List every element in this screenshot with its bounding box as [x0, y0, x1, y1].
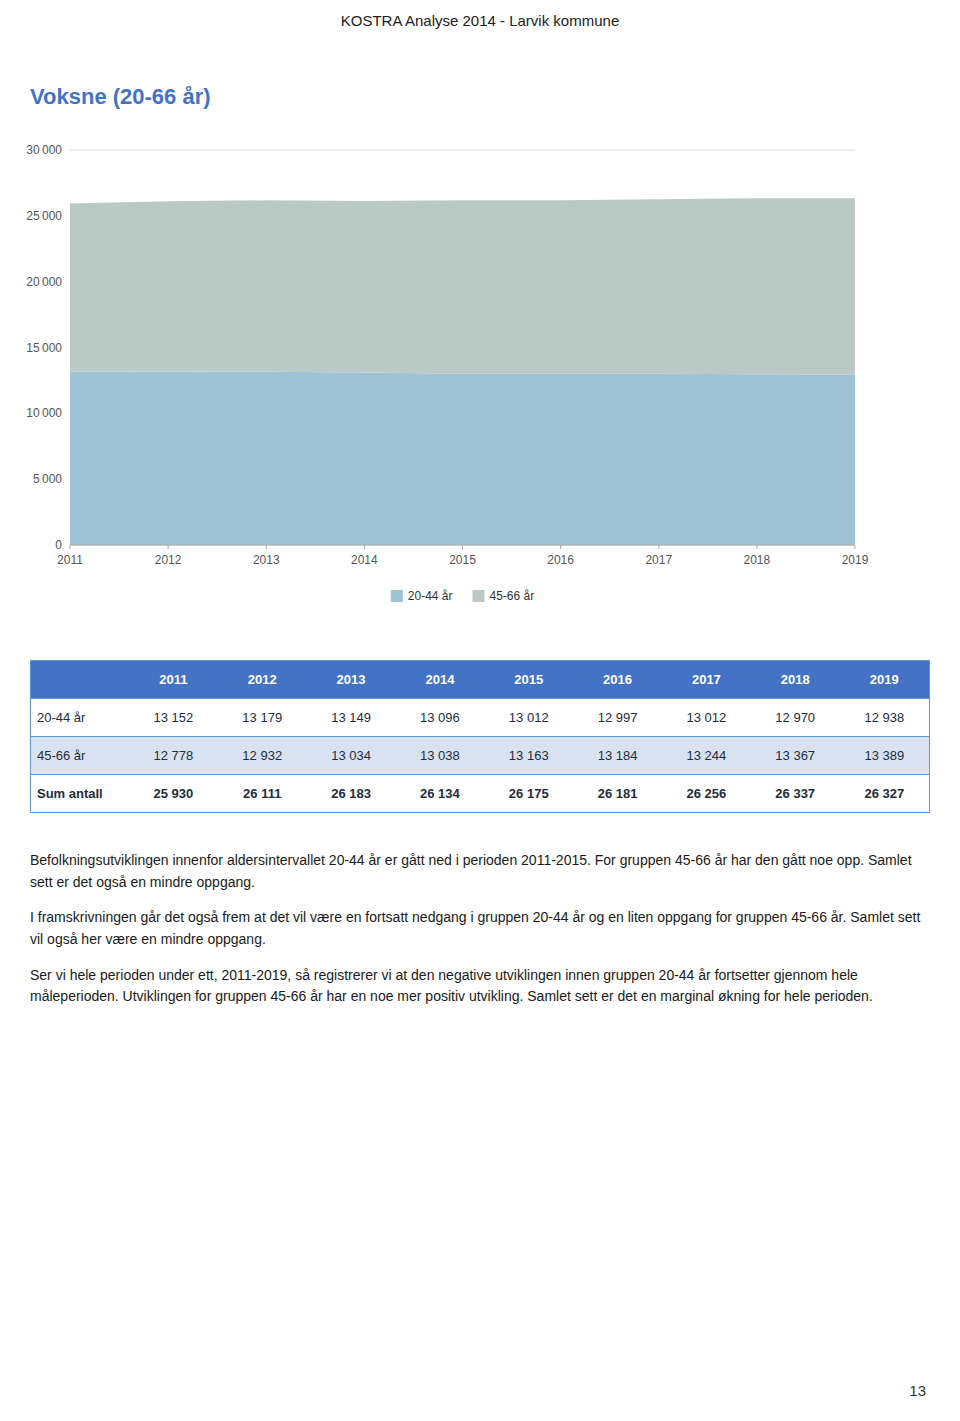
table-header: 2012 — [218, 661, 307, 699]
table-header: 2019 — [840, 661, 930, 699]
y-tick-label: 5 000 — [33, 472, 62, 486]
table-cell: 13 179 — [218, 699, 307, 737]
table-cell: 12 997 — [573, 699, 662, 737]
table-cell: 26 327 — [840, 775, 930, 813]
y-tick-label: 20 000 — [26, 275, 62, 289]
table-cell: 12 778 — [129, 737, 218, 775]
area — [70, 371, 855, 545]
table-cell: 13 367 — [751, 737, 840, 775]
paragraph: Befolkningsutviklingen innenfor aldersin… — [30, 850, 930, 893]
area — [70, 198, 855, 374]
x-tick-label: 2013 — [253, 553, 280, 567]
x-tick — [168, 545, 169, 549]
table-header: 2018 — [751, 661, 840, 699]
x-tick — [756, 545, 757, 549]
paragraph: I framskrivningen går det også frem at d… — [30, 907, 930, 950]
x-tick-label: 2017 — [645, 553, 672, 567]
legend: 20-44 år 45-66 år — [391, 589, 534, 603]
table-header: 2011 — [129, 661, 218, 699]
x-tick-label: 2016 — [547, 553, 574, 567]
table-header: 2015 — [484, 661, 573, 699]
x-tick — [462, 545, 463, 549]
table-cell: 12 932 — [218, 737, 307, 775]
table-cell: 13 012 — [662, 699, 751, 737]
table-header: 2014 — [395, 661, 484, 699]
table-header-row: 201120122013201420152016201720182019 — [31, 661, 930, 699]
y-tick-label: 25 000 — [26, 209, 62, 223]
legend-swatch — [473, 590, 485, 602]
table-row-label: 20-44 år — [31, 699, 130, 737]
table-cell: 26 181 — [573, 775, 662, 813]
table-header: 2016 — [573, 661, 662, 699]
grid — [70, 150, 855, 545]
x-tick — [658, 545, 659, 549]
x-tick-label: 2015 — [449, 553, 476, 567]
legend-label: 20-44 år — [408, 589, 453, 603]
table-cell: 13 038 — [395, 737, 484, 775]
table-row: Sum antall25 93026 11126 18326 13426 175… — [31, 775, 930, 813]
plot-area — [70, 198, 855, 545]
table-row-label: 45-66 år — [31, 737, 130, 775]
data-table: 20112012201320142015201620172018201920-4… — [30, 660, 930, 813]
table-cell: 13 152 — [129, 699, 218, 737]
table-cell: 13 012 — [484, 699, 573, 737]
x-tick — [70, 545, 71, 549]
x-tick-label: 2019 — [842, 553, 869, 567]
table-corner — [31, 661, 130, 699]
table-header: 2017 — [662, 661, 751, 699]
table-wrap: 20112012201320142015201620172018201920-4… — [30, 660, 930, 813]
page-number: 13 — [909, 1382, 926, 1399]
table-cell: 13 163 — [484, 737, 573, 775]
table-cell: 25 930 — [129, 775, 218, 813]
table-header: 2013 — [307, 661, 396, 699]
x-tick — [266, 545, 267, 549]
text-body: Befolkningsutviklingen innenfor aldersin… — [30, 850, 930, 1022]
table-cell: 12 938 — [840, 699, 930, 737]
x-tick — [855, 545, 856, 549]
page: {"page_title": "KOSTRA Analyse 2014 - La… — [0, 0, 960, 1421]
table-cell: 13 149 — [307, 699, 396, 737]
y-tick-label: 30 000 — [26, 143, 62, 157]
table-row: 20-44 år13 15213 17913 14913 09613 01212… — [31, 699, 930, 737]
table-cell: 26 256 — [662, 775, 751, 813]
x-tick-label: 2018 — [744, 553, 771, 567]
legend-swatch — [391, 590, 403, 602]
page-title: KOSTRA Analyse 2014 - Larvik kommune — [0, 12, 960, 29]
y-tick-label: 15 000 — [26, 341, 62, 355]
table-cell: 26 183 — [307, 775, 396, 813]
table-cell: 13 096 — [395, 699, 484, 737]
table-cell: 26 134 — [395, 775, 484, 813]
x-tick-label: 2011 — [57, 553, 83, 567]
table-cell: 13 034 — [307, 737, 396, 775]
table-cell: 12 970 — [751, 699, 840, 737]
y-tick-label: 10 000 — [26, 406, 62, 420]
x-tick — [560, 545, 561, 549]
x-tick — [364, 545, 365, 549]
table-cell: 13 244 — [662, 737, 751, 775]
table-row-label: Sum antall — [31, 775, 130, 813]
x-tick-label: 2014 — [351, 553, 378, 567]
grid-line — [70, 150, 855, 151]
legend-label: 45-66 år — [490, 589, 535, 603]
table-cell: 26 175 — [484, 775, 573, 813]
table-cell: 13 184 — [573, 737, 662, 775]
chart-title: Voksne (20-66 år) — [30, 84, 211, 110]
paragraph: Ser vi hele perioden under ett, 2011-201… — [30, 965, 930, 1008]
chart: 0 5 000 10 000 15 000 20 000 25 000 30 000 2011… — [0, 0, 960, 640]
table-row: 45-66 år12 77812 93213 03413 03813 16313… — [31, 737, 930, 775]
legend-item: 45-66 år — [473, 589, 535, 603]
legend-item: 20-44 år — [391, 589, 453, 603]
table-cell: 13 389 — [840, 737, 930, 775]
y-tick-label: 0 — [55, 538, 62, 552]
table-cell: 26 337 — [751, 775, 840, 813]
x-tick-label: 2012 — [155, 553, 182, 567]
table-cell: 26 111 — [218, 775, 307, 813]
